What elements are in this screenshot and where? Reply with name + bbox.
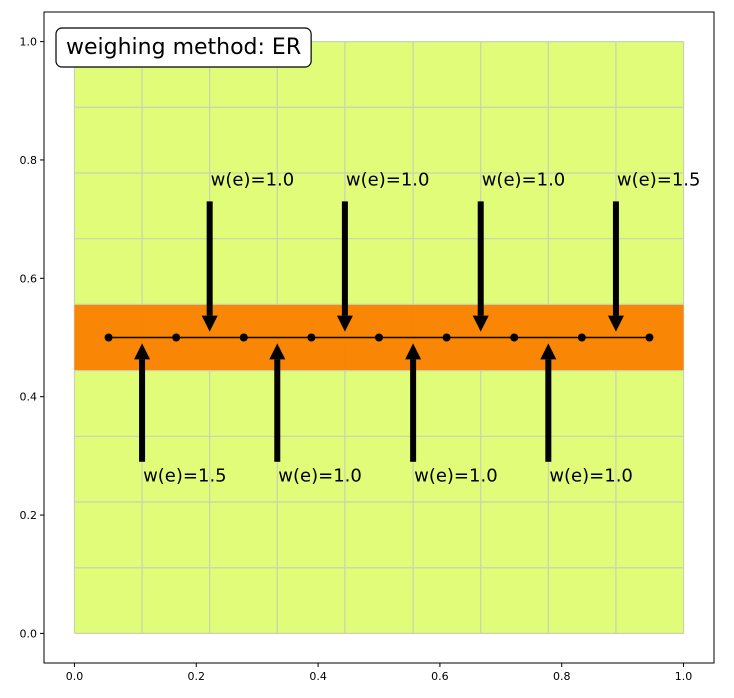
annotation-label-layer: w(e)=1.0 w(e)=1.0 w(e)=1.0 w(e)=1.5 w(e)=1.5…: [143, 170, 700, 487]
arrow-up: [405, 343, 422, 462]
node-point: [375, 333, 383, 342]
weight-label: w(e)=1.5: [143, 465, 227, 486]
node-point: [645, 333, 654, 342]
tick-layer: 0.0 0.2 0.4 0.6 0.8 1.0 0.0 0.2 0.4 0.6 0.8 1.0: [20, 36, 693, 683]
arrow-up: [134, 343, 151, 462]
title-box-frame: [55, 27, 312, 68]
x-tick-label: 0.0: [66, 670, 84, 683]
arrow-up: [540, 343, 557, 462]
arrow-shaft: [612, 201, 619, 316]
node-point: [172, 333, 181, 342]
node-layer: [104, 333, 654, 342]
arrow-shaft: [274, 359, 281, 462]
node-point: [104, 333, 113, 342]
arrow-down: [336, 201, 353, 332]
grid-layer: [73, 40, 685, 635]
weight-label: w(e)=1.0: [346, 170, 430, 191]
arrow-shaft: [206, 201, 213, 316]
weight-label: w(e)=1.0: [278, 465, 362, 486]
node-point: [510, 333, 519, 342]
arrow-shaft: [341, 201, 348, 316]
arrow-head: [336, 315, 353, 332]
y-tick-label: 0.2: [20, 509, 38, 522]
arrow-head: [134, 343, 151, 360]
arrow-shaft: [139, 359, 146, 462]
arrow-down: [201, 201, 218, 332]
arrow-head: [607, 315, 624, 332]
weight-label: w(e)=1.0: [414, 465, 498, 486]
x-tick-label: 0.4: [309, 670, 327, 683]
arrow-head: [405, 343, 422, 360]
weight-label: w(e)=1.0: [482, 170, 566, 191]
y-tick-label: 0.8: [20, 154, 38, 167]
x-tick-label: 0.6: [431, 670, 449, 683]
arrow-head: [472, 315, 489, 332]
y-tick-label: 0.6: [20, 272, 38, 285]
y-tick-label: 1.0: [20, 36, 38, 49]
node-point: [442, 333, 451, 342]
axes-frame: [43, 11, 715, 664]
weight-label: w(e)=1.0: [549, 465, 633, 486]
arrow-up: [269, 343, 286, 462]
weight-label: w(e)=1.0: [211, 170, 295, 191]
arrow-shaft: [477, 201, 484, 316]
arrow-down: [472, 201, 489, 332]
chart-title: weighing method: ER: [66, 35, 301, 60]
x-tick-label: 0.2: [188, 670, 206, 683]
weight-label: w(e)=1.5: [617, 170, 701, 191]
x-tick-label: 0.8: [553, 670, 571, 683]
node-point: [307, 333, 316, 342]
arrow-head: [540, 343, 557, 360]
arrow-head: [269, 343, 286, 360]
node-point: [239, 333, 248, 342]
node-point: [577, 333, 586, 342]
arrow-down: [607, 201, 624, 332]
y-tick-label: 0.4: [20, 391, 38, 404]
y-tick-label: 0.0: [20, 627, 38, 640]
arrow-shaft: [545, 359, 552, 462]
title-box: weighing method: ER: [55, 27, 312, 68]
arrow-layer: [134, 201, 624, 462]
x-tick-label: 1.0: [675, 670, 693, 683]
arrow-head: [201, 315, 218, 332]
arrow-shaft: [410, 359, 417, 462]
